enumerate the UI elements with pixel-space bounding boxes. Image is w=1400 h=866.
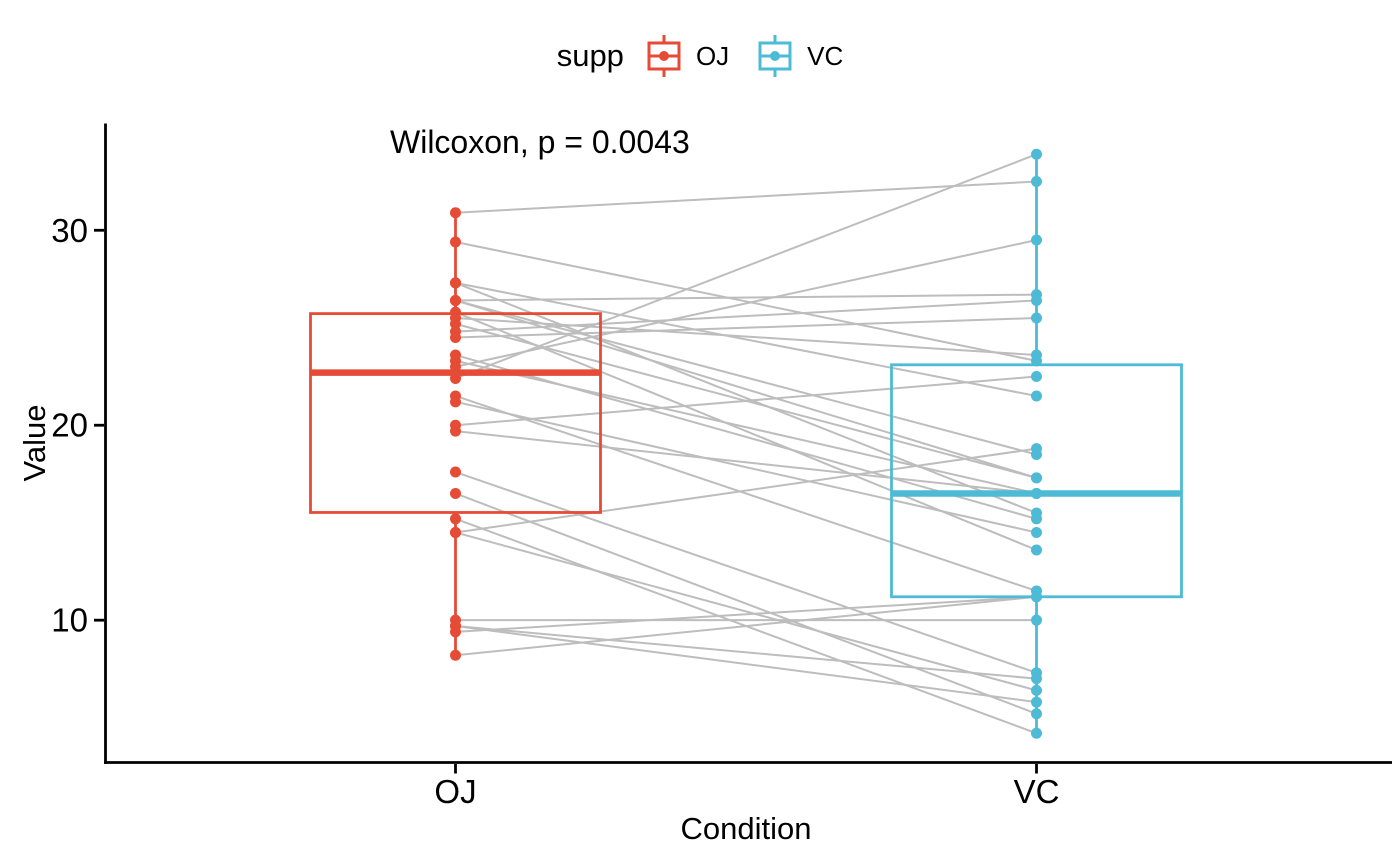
data-point-vc xyxy=(1031,370,1042,382)
data-point-vc xyxy=(1031,727,1042,739)
data-point-oj xyxy=(450,312,461,324)
data-point-vc xyxy=(1031,507,1042,519)
boxplot-key-icon xyxy=(647,35,681,77)
legend-label-vc: VC xyxy=(807,40,844,71)
data-point-vc xyxy=(1031,544,1042,556)
legend: supp OJ VC xyxy=(0,31,1400,81)
data-point-oj xyxy=(450,526,461,538)
pair-line xyxy=(455,317,1037,357)
pair-line xyxy=(455,395,1037,592)
data-point-oj xyxy=(450,294,461,306)
data-point-oj xyxy=(450,513,461,525)
y-tick-label: 30 xyxy=(51,212,88,249)
x-tick-label: VC xyxy=(1014,773,1060,810)
data-point-vc xyxy=(1031,487,1042,499)
data-point-vc xyxy=(1031,234,1042,246)
data-point-vc xyxy=(1031,673,1042,685)
pair-line xyxy=(455,180,1037,214)
data-point-oj xyxy=(450,277,461,289)
pair-line xyxy=(455,240,1037,362)
data-point-vc xyxy=(1031,312,1042,324)
pair-line xyxy=(455,400,1037,534)
pair-line xyxy=(455,299,1037,479)
pair-line xyxy=(455,447,1037,534)
pair-line xyxy=(455,293,1037,302)
box-oj xyxy=(309,312,602,514)
data-point-vc xyxy=(1031,448,1042,460)
pair-line xyxy=(455,595,1037,657)
pair-line xyxy=(455,239,1037,368)
pair-line xyxy=(455,531,1037,692)
pair-line xyxy=(455,281,1037,514)
data-point-vc xyxy=(1031,708,1042,720)
stat-test-annotation: Wilcoxon, p = 0.0043 xyxy=(390,124,690,160)
y-axis-ticks: 10 20 30 xyxy=(51,212,104,639)
data-point-oj xyxy=(450,487,461,499)
y-tick-label: 10 xyxy=(51,602,88,639)
data-point-vc xyxy=(1031,526,1042,538)
data-point-oj xyxy=(450,361,461,373)
pair-lines-layer xyxy=(455,153,1037,735)
data-point-oj xyxy=(450,419,461,431)
y-axis-title: Value xyxy=(17,405,52,482)
pair-line xyxy=(455,281,1037,397)
pair-line xyxy=(455,359,1037,495)
data-point-vc xyxy=(1031,355,1042,367)
pair-line xyxy=(455,322,1037,479)
data-point-vc xyxy=(1031,176,1042,188)
data-point-vc xyxy=(1031,591,1042,603)
data-point-vc xyxy=(1031,684,1042,696)
data-point-oj xyxy=(450,349,461,361)
data-point-oj xyxy=(450,649,461,661)
data-point-oj xyxy=(450,396,461,408)
boxplot-key-icon xyxy=(758,35,792,77)
pair-line xyxy=(455,317,1037,339)
data-points-layer xyxy=(450,148,1042,739)
data-point-vc xyxy=(1031,148,1042,160)
legend-label-oj: OJ xyxy=(695,40,730,71)
pair-line xyxy=(455,430,1037,495)
pair-line xyxy=(455,471,1037,674)
x-axis-ticks: OJ VC xyxy=(434,764,1059,810)
legend-item-oj: OJ xyxy=(644,32,729,80)
data-point-oj xyxy=(450,372,461,384)
data-point-vc xyxy=(1031,472,1042,484)
legend-title: supp xyxy=(556,38,624,73)
y-tick-label: 20 xyxy=(51,407,88,444)
data-point-oj xyxy=(450,236,461,248)
data-point-vc xyxy=(1031,289,1042,301)
data-point-oj xyxy=(450,326,461,338)
legend-item-vc: VC xyxy=(755,32,843,80)
pair-line xyxy=(455,153,1037,380)
data-point-oj xyxy=(450,466,461,478)
data-point-oj xyxy=(450,620,461,632)
pair-line xyxy=(455,299,1037,333)
pair-line xyxy=(455,492,1037,715)
x-tick-label: OJ xyxy=(434,773,476,810)
pair-line xyxy=(455,595,1037,633)
x-axis-title: Condition xyxy=(681,811,812,846)
pair-line xyxy=(455,625,1037,680)
pair-line xyxy=(455,625,1037,704)
data-point-vc xyxy=(1031,390,1042,402)
data-point-oj xyxy=(450,207,461,219)
data-point-vc xyxy=(1031,614,1042,626)
boxplots-layer xyxy=(309,154,1183,734)
data-point-vc xyxy=(1031,696,1042,708)
